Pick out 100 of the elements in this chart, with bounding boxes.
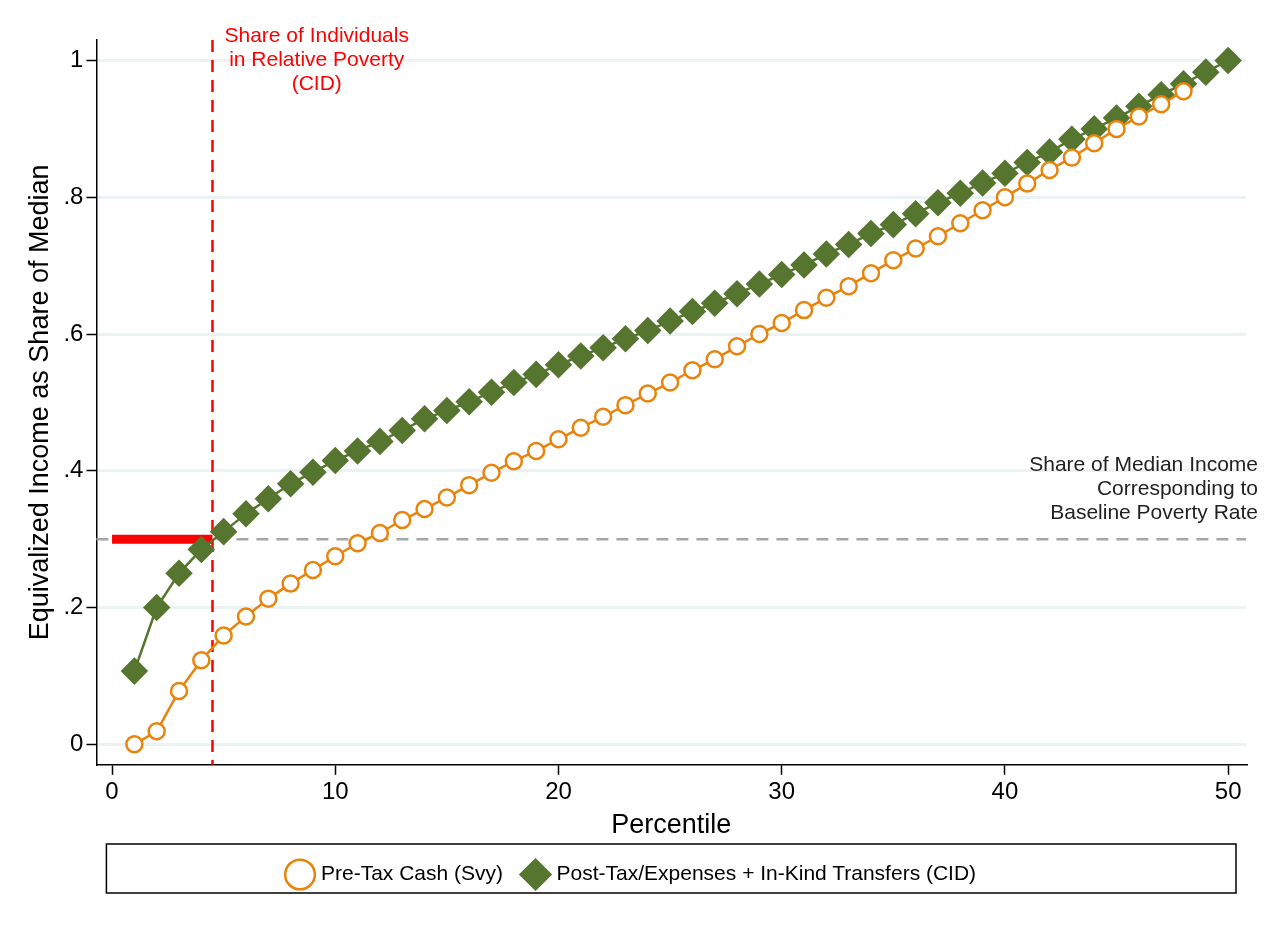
point (969, 169, 996, 197)
point (392, 510, 412, 530)
point (147, 722, 166, 741)
point (526, 441, 546, 461)
point (370, 523, 390, 543)
x-tick-label: 50 (1214, 776, 1242, 804)
point (880, 211, 907, 238)
x-tick-label: 20 (545, 776, 572, 804)
point (388, 417, 416, 444)
point (567, 342, 595, 370)
point (593, 407, 613, 427)
point (1062, 148, 1082, 167)
point (746, 270, 773, 298)
point (482, 463, 501, 483)
point (1214, 47, 1242, 74)
point (902, 200, 929, 227)
point (679, 298, 706, 325)
point (750, 324, 769, 344)
point (683, 361, 702, 380)
point (794, 300, 814, 320)
legend-label: Pre-Tax Cash (Svy) (321, 861, 504, 885)
point (1192, 58, 1220, 86)
point (326, 547, 345, 566)
point (612, 325, 639, 353)
point (768, 261, 795, 288)
point (701, 290, 728, 317)
point (411, 405, 438, 433)
point (366, 428, 394, 455)
point (500, 369, 528, 396)
point (277, 470, 304, 498)
point (1107, 119, 1126, 139)
point (232, 500, 260, 528)
point (344, 437, 371, 465)
point (660, 373, 680, 392)
point (322, 447, 349, 474)
x-tick-label: 40 (991, 776, 1019, 804)
point (549, 430, 568, 449)
point (165, 560, 193, 587)
point (121, 657, 148, 685)
point (839, 276, 858, 296)
point (705, 350, 724, 369)
point (188, 536, 215, 563)
point (143, 594, 170, 621)
point (210, 518, 237, 545)
point (835, 231, 862, 258)
point (459, 475, 479, 495)
point (727, 337, 747, 356)
point (813, 240, 840, 268)
point (906, 239, 925, 258)
point (192, 650, 211, 670)
point (817, 288, 836, 308)
point (214, 626, 233, 645)
point (169, 681, 189, 701)
point (1084, 134, 1104, 153)
legend-label: Post-Tax/Expenses + In-Kind Transfers (CID) (556, 861, 977, 885)
point (125, 735, 144, 754)
x-axis-title: Percentile (611, 809, 732, 840)
point (634, 317, 662, 344)
point (455, 388, 483, 415)
point (415, 499, 434, 519)
y-tick-label: 1 (70, 45, 84, 73)
point (522, 361, 550, 388)
ref-line-label: Share of Median Income Corresponding to Baseline Poverty Rate (1029, 452, 1258, 524)
point (1129, 107, 1149, 126)
point (861, 263, 881, 283)
point (303, 560, 323, 580)
y-tick-label: .6 (63, 318, 84, 346)
point (348, 534, 367, 553)
point (947, 179, 974, 207)
point (545, 351, 572, 379)
point (504, 451, 524, 471)
point (1017, 174, 1037, 193)
point (1040, 160, 1059, 180)
point (571, 418, 591, 437)
y-tick-label: .4 (63, 455, 84, 483)
point (973, 201, 992, 220)
y-tick-label: .2 (63, 592, 84, 620)
point (928, 226, 948, 246)
point (299, 458, 327, 486)
x-tick-label: 30 (768, 776, 796, 804)
point (790, 251, 818, 279)
point (857, 220, 885, 247)
point (259, 589, 278, 608)
x-tick-label: 10 (321, 776, 349, 804)
point (616, 395, 635, 415)
point (437, 488, 457, 507)
y-axis-title: Equivalized Income as Share of Median (23, 164, 54, 641)
point (478, 378, 505, 406)
point (723, 280, 751, 307)
y-tick-label: .8 (63, 181, 84, 209)
point (255, 485, 282, 513)
point (1013, 149, 1041, 176)
point (924, 189, 952, 216)
point (772, 313, 791, 333)
ref-line-label: Share of Individuals in Relative Poverty (CID) (224, 23, 409, 95)
point (589, 334, 617, 361)
point (1151, 95, 1171, 114)
point (656, 307, 684, 335)
point (884, 250, 903, 270)
point (1174, 82, 1193, 101)
